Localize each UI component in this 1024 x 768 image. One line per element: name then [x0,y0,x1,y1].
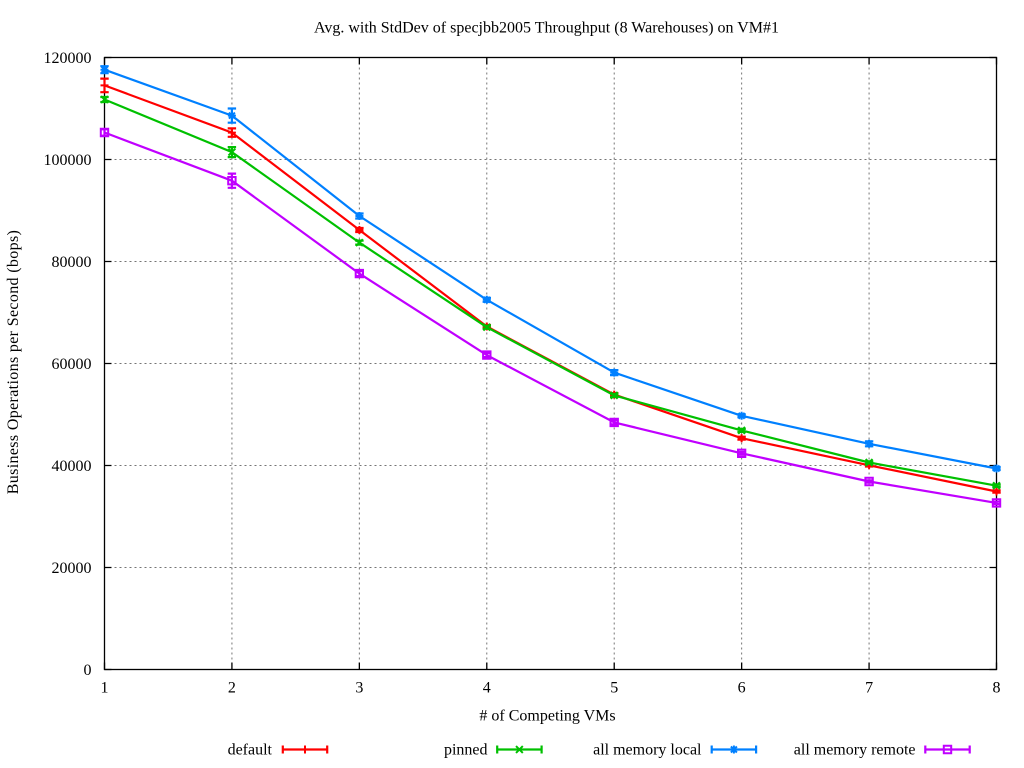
svg-text:80000: 80000 [52,254,92,271]
svg-text:Avg. with StdDev of specjbb200: Avg. with StdDev of specjbb2005 Throughp… [314,20,779,37]
svg-text:all memory remote: all memory remote [794,742,916,759]
svg-text:7: 7 [865,680,873,697]
svg-text:4: 4 [483,680,491,697]
svg-text:# of Competing VMs: # of Competing VMs [479,708,615,725]
svg-text:20000: 20000 [52,560,92,577]
svg-text:0: 0 [84,662,92,679]
svg-text:pinned: pinned [444,742,488,759]
svg-text:3: 3 [355,680,363,697]
svg-text:5: 5 [610,680,618,697]
svg-text:2: 2 [228,680,236,697]
svg-text:6: 6 [738,680,746,697]
svg-text:8: 8 [993,680,1001,697]
svg-text:default: default [228,742,273,759]
svg-text:all memory local: all memory local [593,742,702,759]
svg-text:60000: 60000 [52,356,92,373]
svg-text:1: 1 [101,680,109,697]
svg-text:Business Operations per Second: Business Operations per Second (bops) [5,230,22,494]
svg-text:100000: 100000 [44,152,92,169]
svg-text:40000: 40000 [52,458,92,475]
svg-text:120000: 120000 [44,50,92,67]
